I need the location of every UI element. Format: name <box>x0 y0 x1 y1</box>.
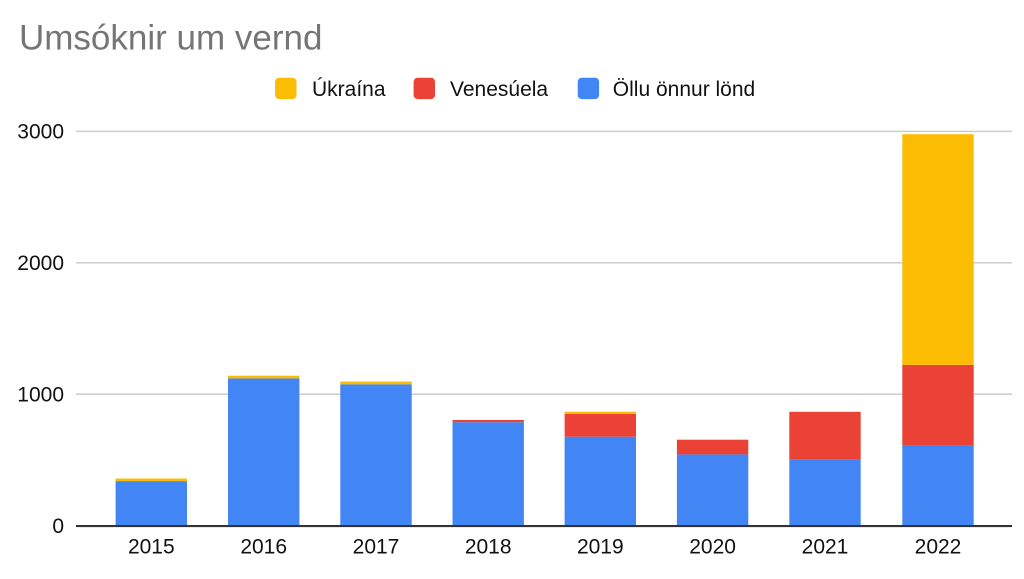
svg-text:2017: 2017 <box>353 535 400 558</box>
svg-text:2015: 2015 <box>128 535 175 558</box>
svg-text:3000: 3000 <box>17 121 64 144</box>
svg-text:1000: 1000 <box>17 383 64 406</box>
svg-text:Úkraína: Úkraína <box>312 78 386 101</box>
svg-text:2022: 2022 <box>915 535 962 558</box>
svg-text:2000: 2000 <box>17 252 64 275</box>
svg-text:2020: 2020 <box>689 535 736 558</box>
svg-text:Umsóknir um vernd: Umsóknir um vernd <box>19 19 322 58</box>
svg-text:0: 0 <box>52 515 64 538</box>
svg-text:Öllu önnur lönd: Öllu önnur lönd <box>613 78 755 101</box>
svg-text:2016: 2016 <box>240 535 287 558</box>
svg-text:2019: 2019 <box>577 535 624 558</box>
svg-text:Venesúela: Venesúela <box>450 78 548 101</box>
svg-text:2018: 2018 <box>465 535 512 558</box>
svg-text:2021: 2021 <box>802 535 849 558</box>
